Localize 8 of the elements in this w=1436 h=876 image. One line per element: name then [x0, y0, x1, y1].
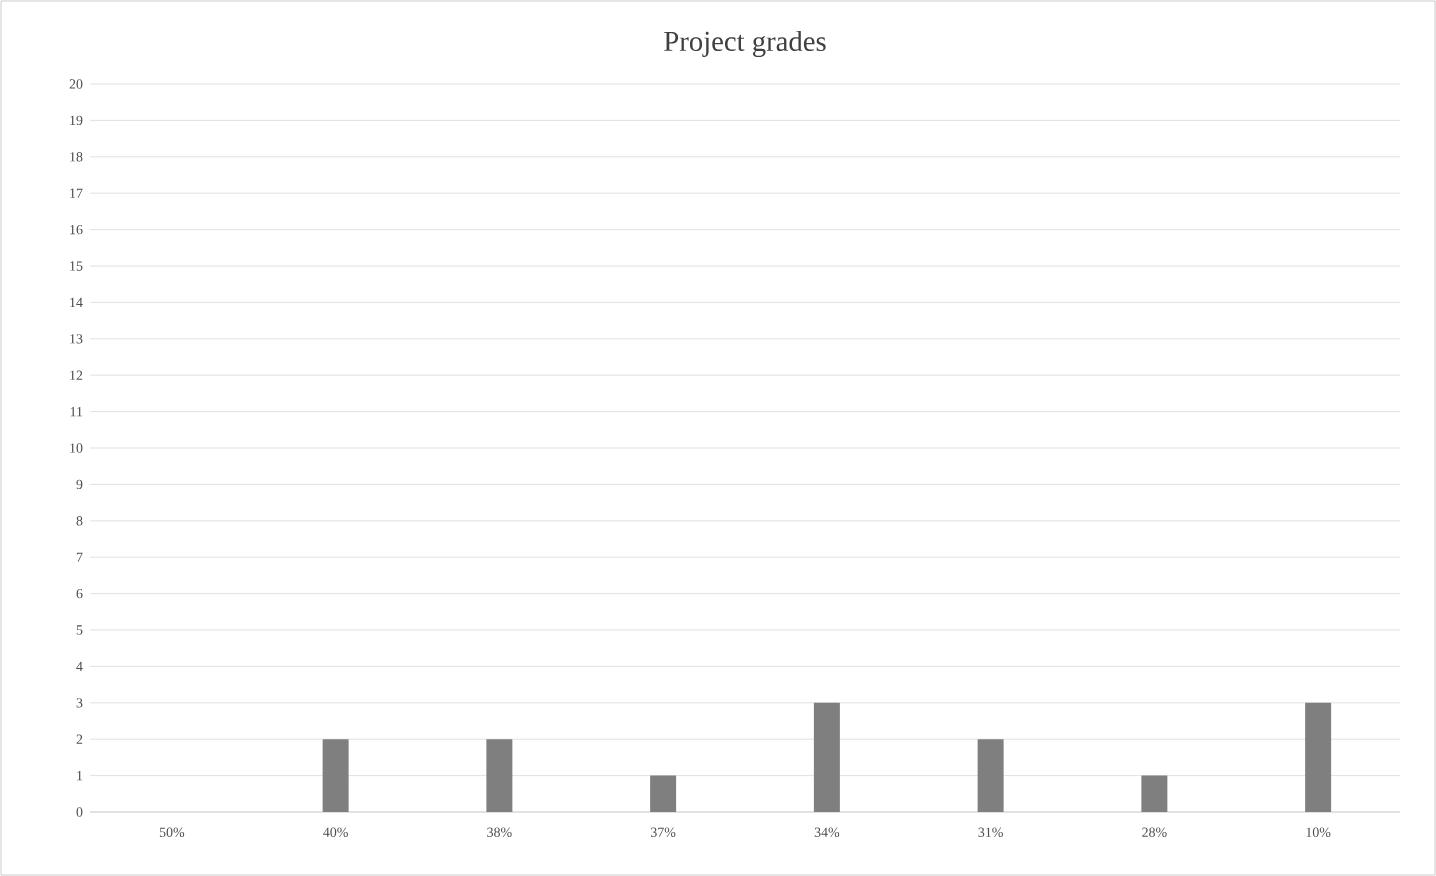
chart-title: Project grades [664, 30, 826, 57]
bar [1305, 702, 1332, 812]
bar [322, 739, 349, 812]
bar [813, 702, 840, 812]
bar [486, 739, 513, 812]
bar [650, 775, 677, 812]
bar [977, 739, 1004, 812]
bar [1141, 775, 1168, 812]
